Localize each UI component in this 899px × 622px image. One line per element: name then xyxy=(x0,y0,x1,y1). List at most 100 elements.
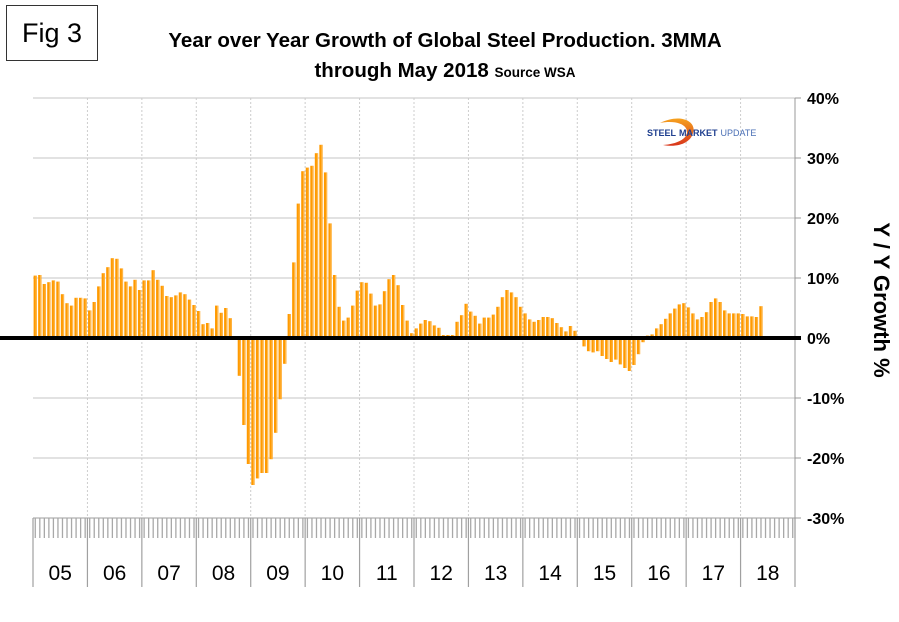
bar xyxy=(682,303,686,338)
bar xyxy=(106,267,110,338)
logo-word-market: MARKET xyxy=(679,128,718,138)
bar xyxy=(700,317,704,338)
bar-highlight xyxy=(498,306,500,338)
bar-highlight xyxy=(198,311,200,338)
bar xyxy=(110,258,115,338)
bar-highlight xyxy=(706,312,708,338)
bar-highlight xyxy=(208,323,209,338)
steel-market-update-logo: STEEL MARKET UPDATE xyxy=(647,118,756,146)
bar-highlight xyxy=(688,307,690,338)
bar xyxy=(56,281,60,338)
bar-highlight xyxy=(620,338,622,365)
bar-highlight xyxy=(670,313,672,338)
x-tick-labels: 05 06 07 08 09 10 11 12 13 14 15 16 17 18 xyxy=(49,562,780,585)
bar xyxy=(60,294,65,338)
x-tick-label: 12 xyxy=(430,562,453,585)
bar-highlight xyxy=(217,305,219,338)
bar xyxy=(346,317,350,338)
bar xyxy=(33,275,37,338)
bar-highlight xyxy=(430,321,432,338)
bar xyxy=(156,279,160,338)
y-tick-label: 30% xyxy=(807,151,839,168)
bar-highlight xyxy=(71,305,73,338)
bar xyxy=(614,338,618,360)
x-tick-label: 10 xyxy=(321,562,344,585)
bar-highlight xyxy=(321,144,323,338)
bar-highlight xyxy=(629,338,631,371)
bar xyxy=(527,319,532,338)
bar xyxy=(124,281,128,338)
bar xyxy=(627,338,632,371)
logo-swoosh-icon xyxy=(660,118,694,146)
bar-highlight xyxy=(570,326,572,338)
bar xyxy=(514,297,518,338)
bar-highlight xyxy=(162,285,164,338)
bar xyxy=(546,317,550,338)
bar xyxy=(727,313,731,338)
bar-highlight xyxy=(738,313,740,338)
bar xyxy=(287,314,291,338)
bar-highlight xyxy=(103,273,105,338)
bar-highlight xyxy=(335,275,336,338)
bar xyxy=(310,165,314,338)
bar-highlight xyxy=(325,172,327,338)
bar xyxy=(609,338,613,362)
bar xyxy=(255,338,260,479)
bar xyxy=(459,315,464,338)
bar xyxy=(555,323,559,338)
bar xyxy=(210,328,214,338)
bar xyxy=(296,203,301,338)
bar xyxy=(283,338,287,364)
bar-highlight xyxy=(743,314,745,338)
bar-highlight xyxy=(602,338,604,356)
bar-highlight xyxy=(239,338,241,376)
bar xyxy=(419,323,423,338)
bar xyxy=(133,279,137,338)
bar-highlight xyxy=(634,338,636,365)
x-tick-label: 11 xyxy=(376,562,398,585)
bar xyxy=(215,305,219,338)
bar-highlight xyxy=(344,320,346,338)
bar xyxy=(51,280,56,338)
bar-highlight xyxy=(353,305,355,338)
axes xyxy=(0,97,801,587)
bar-highlight xyxy=(112,258,114,338)
bar xyxy=(88,310,92,338)
bar xyxy=(332,275,337,338)
bar xyxy=(373,305,378,338)
bar-highlight xyxy=(35,275,37,338)
bar xyxy=(74,297,78,338)
bar xyxy=(568,326,573,338)
bar xyxy=(523,313,527,338)
bar xyxy=(205,323,210,338)
bar xyxy=(410,333,414,338)
x-tick-label: 13 xyxy=(484,562,507,585)
gridlines xyxy=(33,97,795,519)
bar xyxy=(464,303,468,338)
bar xyxy=(201,324,205,338)
bar xyxy=(654,328,659,338)
bar-highlight xyxy=(462,315,463,338)
bar-highlight xyxy=(729,313,731,338)
bar xyxy=(101,273,105,338)
bar-highlight xyxy=(702,317,704,338)
bar xyxy=(224,308,228,338)
bar-highlight xyxy=(371,293,373,338)
bar-highlight xyxy=(108,267,110,338)
bar-highlight xyxy=(189,299,191,338)
title-line-2-text: through May 2018 xyxy=(314,59,489,82)
bar xyxy=(187,299,192,338)
bar xyxy=(142,280,146,338)
bar-highlight xyxy=(362,282,364,338)
x-tick-label: 16 xyxy=(647,562,670,585)
bar-highlight xyxy=(525,313,527,338)
bar-highlight xyxy=(312,165,314,338)
bar xyxy=(537,320,541,338)
bar-highlight xyxy=(307,167,309,338)
bar xyxy=(582,338,586,347)
bar xyxy=(38,275,42,338)
bar-highlight xyxy=(226,308,228,338)
bar xyxy=(750,316,754,338)
x-tick-label: 14 xyxy=(538,562,562,585)
bar-highlight xyxy=(393,275,395,338)
